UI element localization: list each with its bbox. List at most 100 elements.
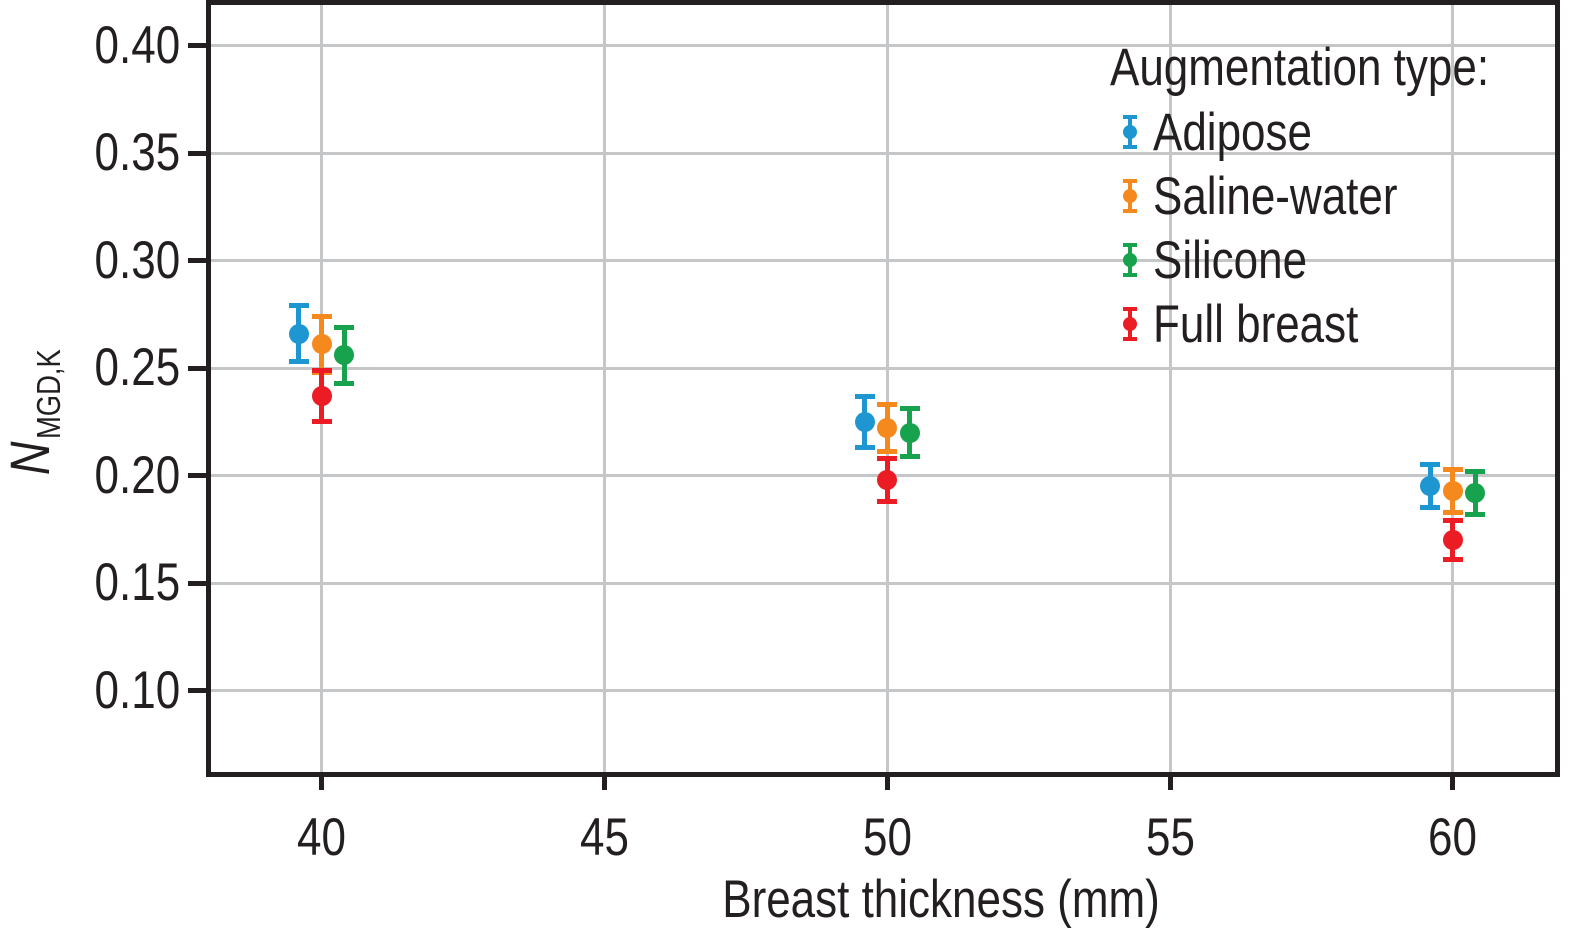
x-tick-label-55: 55 — [1110, 808, 1230, 868]
gridline-vertical-55 — [1168, 5, 1172, 772]
data-point-silicone-50 — [899, 422, 920, 443]
x-tick-label-text-60: 60 — [1428, 808, 1478, 867]
legend-label-saline-water: Saline-water — [1153, 166, 1448, 227]
legend-marker-dot — [1123, 125, 1137, 139]
legend-title: Augmentation type: — [1110, 36, 1567, 100]
legend-item-silicone: Silicone — [1110, 228, 1567, 292]
errorbar-cap-bottom-silicone-60 — [1465, 511, 1486, 517]
y-tick-label-text-0.20: 0.20 — [94, 445, 180, 505]
legend-marker-cap-top — [1123, 243, 1137, 247]
gridline-horizontal-0.35 — [211, 151, 1555, 155]
x-tick-mark-50 — [884, 777, 890, 790]
y-tick-label-0.40: 0.40 — [40, 15, 180, 77]
legend-label-text-adipose: Adipose — [1153, 102, 1312, 162]
errorbar-cap-top-silicone-60 — [1465, 468, 1486, 474]
data-point-full-breast-40 — [311, 386, 332, 407]
errorbar-cap-top-saline-water-40 — [311, 313, 332, 319]
y-tick-label-text-0.15: 0.15 — [94, 553, 180, 613]
y-axis-label: NMGD,K — [0, 302, 67, 522]
errorbar-cap-top-silicone-50 — [899, 406, 920, 412]
legend-marker-cap-bottom — [1123, 209, 1137, 213]
errorbar-cap-bottom-saline-water-60 — [1442, 509, 1463, 515]
errorbar-cap-top-adipose-50 — [854, 393, 875, 399]
legend-marker-cap-top — [1123, 115, 1137, 119]
y-tick-label-text-0.25: 0.25 — [94, 338, 180, 398]
y-tick-mark-0.35 — [188, 150, 206, 156]
x-tick-label-40: 40 — [262, 808, 382, 868]
data-point-full-breast-50 — [877, 469, 898, 490]
legend-item-full-breast: Full breast — [1110, 292, 1567, 356]
data-point-saline-water-40 — [311, 334, 332, 355]
y-axis-symbol: N — [0, 441, 61, 475]
errorbar-marker-icon-saline-water — [1120, 179, 1140, 213]
y-tick-label-0.30: 0.30 — [40, 230, 180, 292]
errorbar-cap-top-full-breast-60 — [1442, 518, 1463, 524]
legend-title-text: Augmentation type: — [1110, 38, 1490, 97]
errorbar-cap-top-adipose-40 — [288, 303, 309, 309]
x-tick-mark-40 — [319, 777, 325, 790]
legend-marker-cap-bottom — [1123, 273, 1137, 277]
x-tick-label-45: 45 — [544, 808, 664, 868]
x-axis-label-text: Breast thickness (mm) — [722, 870, 1160, 929]
data-point-saline-water-60 — [1442, 480, 1463, 501]
y-axis-label-text: NMGD,K — [0, 349, 84, 475]
data-point-adipose-40 — [288, 323, 309, 344]
legend-marker-dot — [1123, 253, 1137, 267]
errorbar-marker-icon-adipose — [1120, 115, 1140, 149]
legend-label-text-saline-water: Saline-water — [1153, 166, 1398, 226]
errorbar-cap-bottom-adipose-40 — [288, 359, 309, 365]
legend-item-adipose: Adipose — [1110, 100, 1567, 164]
plot-area — [211, 5, 1555, 772]
y-axis-subscript: MGD,K — [30, 349, 67, 439]
legend-label-full-breast: Full breast — [1153, 294, 1400, 355]
legend-items: Adipose Saline-water Silicone Full breast — [1110, 100, 1567, 356]
legend-marker-cap-top — [1123, 179, 1137, 183]
y-tick-mark-0.15 — [188, 580, 206, 586]
legend-marker-dot — [1123, 189, 1137, 203]
y-tick-label-text-0.35: 0.35 — [94, 123, 180, 183]
x-tick-mark-55 — [1167, 777, 1173, 790]
data-point-full-breast-60 — [1442, 530, 1463, 551]
errorbar-cap-bottom-silicone-50 — [899, 453, 920, 459]
x-tick-label-60: 60 — [1393, 808, 1513, 868]
errorbar-marker-icon-full-breast — [1120, 307, 1140, 341]
errorbar-cap-bottom-full-breast-40 — [311, 419, 332, 425]
errorbar-cap-bottom-silicone-40 — [334, 380, 355, 386]
legend-marker-cap-bottom — [1123, 337, 1137, 341]
y-tick-label-text-0.10: 0.10 — [94, 660, 180, 720]
legend-marker-cap-top — [1123, 307, 1137, 311]
data-point-saline-water-50 — [877, 418, 898, 439]
errorbar-cap-bottom-saline-water-50 — [877, 449, 898, 455]
data-point-adipose-50 — [854, 411, 875, 432]
legend-marker-cap-bottom — [1123, 145, 1137, 149]
legend: Augmentation type: Adipose Saline-water Si… — [1110, 36, 1567, 356]
x-tick-mark-60 — [1450, 777, 1456, 790]
y-tick-label-0.25: 0.25 — [40, 337, 180, 399]
y-tick-label-text-0.40: 0.40 — [94, 15, 180, 75]
y-tick-label-0.20: 0.20 — [40, 445, 180, 507]
gridline-horizontal-0.25 — [211, 366, 1555, 370]
legend-label-silicone: Silicone — [1153, 230, 1339, 291]
y-tick-mark-0.10 — [188, 688, 206, 694]
gridline-vertical-60 — [1451, 5, 1455, 772]
legend-label-adipose: Adipose — [1153, 102, 1345, 163]
data-point-adipose-60 — [1420, 476, 1441, 497]
gridline-horizontal-0.15 — [211, 581, 1555, 585]
legend-marker-dot — [1123, 317, 1137, 331]
gridline-horizontal-0.40 — [211, 44, 1555, 47]
gridline-horizontal-0.10 — [211, 689, 1555, 693]
gridline-vertical-45 — [602, 5, 606, 772]
x-tick-label-text-55: 55 — [1145, 808, 1195, 867]
errorbar-cap-top-adipose-60 — [1420, 462, 1441, 468]
errorbar-cap-top-silicone-40 — [334, 324, 355, 330]
x-axis-label: Breast thickness (mm) — [677, 870, 1204, 930]
y-tick-label-text-0.30: 0.30 — [94, 230, 180, 290]
errorbar-marker-icon-silicone — [1120, 243, 1140, 277]
x-tick-label-text-50: 50 — [862, 808, 912, 867]
x-tick-label-50: 50 — [827, 808, 947, 868]
errorbar-cap-bottom-full-breast-60 — [1442, 556, 1463, 562]
y-tick-mark-0.20 — [188, 473, 206, 479]
errorbar-cap-bottom-adipose-60 — [1420, 505, 1441, 511]
y-tick-mark-0.30 — [188, 258, 206, 264]
